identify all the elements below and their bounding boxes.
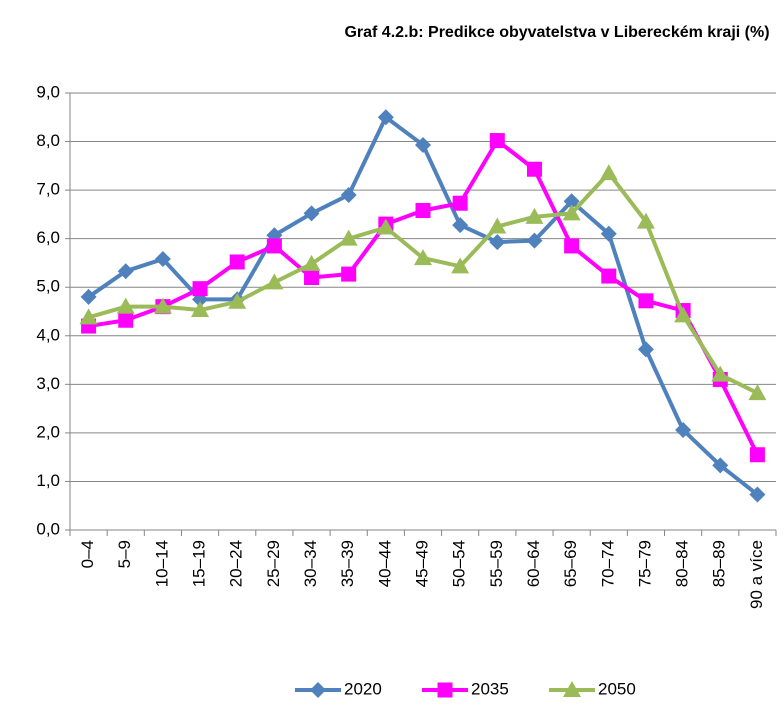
point <box>452 217 469 234</box>
point <box>414 249 432 266</box>
y-tick-label: 4,0 <box>36 325 60 344</box>
x-tick-label: 25–29 <box>264 540 283 587</box>
point <box>636 212 655 229</box>
y-tick-label: 0,0 <box>36 519 60 538</box>
y-tick-label: 1,0 <box>36 471 60 490</box>
point <box>154 251 171 268</box>
point <box>80 288 97 305</box>
y-tick-label: 3,0 <box>36 374 60 393</box>
x-tick-label: 80–84 <box>673 540 692 587</box>
point <box>340 186 357 203</box>
legend-label: 2020 <box>344 679 382 698</box>
point <box>526 232 543 249</box>
legend-label: 2035 <box>471 679 509 698</box>
x-tick-label: 35–39 <box>338 540 357 587</box>
point <box>675 421 692 438</box>
y-tick-label: 2,0 <box>36 422 60 441</box>
x-tick-label: 30–34 <box>301 540 320 587</box>
y-tick-label: 5,0 <box>36 277 60 296</box>
legend-marker <box>310 682 326 698</box>
x-tick-label: 90 a více <box>747 540 766 609</box>
x-tick-label: 0–4 <box>78 540 97 568</box>
point <box>192 281 208 297</box>
x-tick-label: 10–14 <box>152 540 171 587</box>
point <box>488 217 507 234</box>
point <box>302 254 321 271</box>
point <box>228 292 247 309</box>
point <box>525 207 544 224</box>
point <box>303 205 320 222</box>
point <box>116 297 135 314</box>
point <box>265 273 284 290</box>
point <box>489 133 505 149</box>
chart-title: Graf 4.2.b: Predikce obyvatelstva v Libe… <box>344 24 769 41</box>
point <box>562 204 581 221</box>
y-tick-label: 8,0 <box>36 131 60 150</box>
point <box>711 365 730 382</box>
x-tick-label: 45–49 <box>412 540 431 587</box>
point <box>377 109 394 126</box>
point <box>229 254 245 270</box>
point <box>451 257 470 274</box>
x-tick-label: 85–89 <box>710 540 729 587</box>
legend-marker <box>563 681 581 697</box>
point <box>564 238 580 254</box>
x-tick-label: 40–44 <box>375 540 394 587</box>
x-tick-label: 75–79 <box>635 540 654 587</box>
x-tick-label: 65–69 <box>561 540 580 587</box>
x-tick-label: 60–64 <box>524 540 543 587</box>
point <box>749 486 766 503</box>
x-tick-label: 50–54 <box>450 540 469 587</box>
point <box>712 457 729 474</box>
x-tick-label: 20–24 <box>227 540 246 587</box>
point <box>79 308 98 325</box>
point <box>674 306 693 323</box>
legend-label: 2050 <box>598 679 636 698</box>
point <box>601 268 617 284</box>
point <box>153 297 172 314</box>
legend-marker <box>437 682 453 698</box>
point <box>376 218 395 235</box>
point <box>749 447 765 463</box>
point <box>339 229 358 246</box>
point <box>452 195 468 211</box>
y-tick-label: 6,0 <box>36 228 60 247</box>
point <box>118 312 134 328</box>
point <box>415 136 431 153</box>
point <box>599 164 618 181</box>
point <box>600 225 617 242</box>
y-tick-label: 7,0 <box>36 180 60 199</box>
point <box>563 193 580 210</box>
point <box>489 234 506 251</box>
point <box>191 301 210 318</box>
point <box>526 161 542 177</box>
point <box>341 266 357 282</box>
point <box>117 263 134 280</box>
point <box>304 270 320 286</box>
series-line <box>88 138 760 456</box>
point <box>266 238 282 254</box>
series-line <box>87 115 759 497</box>
point <box>748 384 767 401</box>
point <box>415 203 431 219</box>
x-tick-label: 55–59 <box>487 540 506 587</box>
x-tick-label: 15–19 <box>190 540 209 587</box>
x-tick-label: 5–9 <box>115 540 134 568</box>
point <box>638 293 654 309</box>
point <box>637 341 654 358</box>
x-tick-label: 70–74 <box>598 540 617 587</box>
y-tick-label: 9,0 <box>36 82 60 101</box>
